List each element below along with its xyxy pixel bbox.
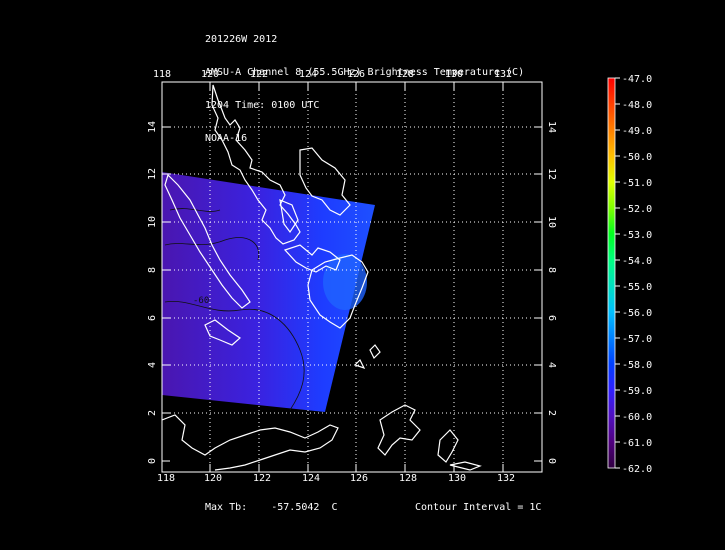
lat-tick-right: 14 — [546, 121, 557, 133]
lon-tick-bottom: 126 — [350, 473, 368, 484]
brightness-swath — [162, 172, 375, 412]
coastlines — [162, 84, 482, 471]
mindanao-coast — [307, 254, 369, 329]
contour-label: -60 — [193, 296, 209, 306]
lat-tick-left: 2 — [147, 410, 158, 416]
storm-id: 201226W 2012 — [205, 34, 278, 45]
lat-tick-left: 6 — [147, 315, 158, 321]
luzon-coast — [211, 84, 301, 245]
contour-line — [164, 237, 260, 261]
lon-tick-top: 126 — [347, 69, 365, 80]
colorbar: -47.0 -48.0 -49.0 -50.0 -51.0 -52.0 -53.0 -54.0… — [607, 74, 652, 475]
halmahera-coast — [437, 429, 459, 463]
colorbar-ramp — [607, 77, 616, 469]
lon-tick-top: 124 — [299, 69, 317, 80]
visayas-islands — [283, 244, 341, 273]
max-tb-readout: Max Tb: -57.5042 C — [205, 502, 338, 513]
lon-tick-top: 130 — [445, 69, 463, 80]
lon-tick-top: 122 — [250, 69, 268, 80]
colorbar-label: -53.0 — [622, 230, 652, 241]
visayas-islands — [279, 199, 299, 234]
lat-tick-right: 6 — [546, 315, 557, 321]
colorbar-label: -49.0 — [622, 126, 652, 137]
colorbar-label: -47.0 — [622, 74, 652, 85]
lat-lon-grid — [162, 82, 542, 472]
colorbar-label: -52.0 — [622, 204, 652, 215]
max-tb-label: Max Tb: — [205, 502, 248, 513]
lon-tick-bottom: 128 — [399, 473, 417, 484]
sulawesi-coast — [377, 404, 421, 456]
lat-tick-left: 4 — [147, 362, 158, 368]
product-title: AMSU-A Channel 8 (55.5GHz) Brightness Te… — [205, 67, 525, 78]
small-islands — [353, 344, 482, 471]
lat-tick-left: 14 — [147, 121, 158, 133]
lon-tick-bottom: 120 — [204, 473, 222, 484]
lat-tick-right: 10 — [546, 216, 557, 228]
contour-interval: Contour Interval = 1C — [415, 502, 542, 513]
lat-tick-left: 8 — [147, 267, 158, 273]
max-tb-unit: C — [331, 502, 338, 513]
borneo-coast — [162, 414, 339, 471]
lon-tick-top: 132 — [494, 69, 512, 80]
lon-tick-bottom: 118 — [157, 473, 175, 484]
lat-tick-right: 4 — [546, 362, 557, 368]
plot-frame — [161, 81, 543, 473]
colorbar-label: -50.0 — [622, 152, 652, 163]
contour-line — [164, 300, 305, 411]
samar-leyte-coast — [299, 147, 351, 216]
lat-tick-left: 10 — [147, 216, 158, 228]
warm-core — [323, 254, 367, 310]
observation-time: 1204 Time: 0100 UTC — [205, 100, 320, 111]
lat-tick-right: 12 — [546, 168, 557, 180]
colorbar-label: -54.0 — [622, 256, 652, 267]
contour-line — [169, 208, 221, 212]
lat-tick-left: 0 — [147, 458, 158, 464]
colorbar-label: -55.0 — [622, 282, 652, 293]
colorbar-label: -51.0 — [622, 178, 652, 189]
lon-tick-bottom: 124 — [302, 473, 320, 484]
lon-tick-bottom: 132 — [497, 473, 515, 484]
lon-tick-bottom: 130 — [448, 473, 466, 484]
palawan-coast — [164, 173, 251, 309]
colorbar-label: -48.0 — [622, 100, 652, 111]
satellite-name: NOAA-16 — [205, 133, 248, 144]
lon-tick-top: 120 — [201, 69, 219, 80]
lat-tick-right: 2 — [546, 410, 557, 416]
tick-marks — [161, 82, 542, 472]
max-tb-value: -57.5042 — [271, 502, 320, 513]
map-header: 201226W 2012 AMSU-A Channel 8 (55.5GHz) … — [205, 12, 524, 155]
sulu-islands — [204, 319, 241, 346]
colorbar-label: -56.0 — [622, 308, 652, 319]
colorbar-label: -61.0 — [622, 438, 652, 449]
colorbar-label: -57.0 — [622, 334, 652, 345]
colorbar-label: -58.0 — [622, 360, 652, 371]
lon-tick-top: 128 — [396, 69, 414, 80]
colorbar-label: -62.0 — [622, 464, 652, 475]
lon-tick-bottom: 122 — [253, 473, 271, 484]
colorbar-label: -60.0 — [622, 412, 652, 423]
lat-tick-left: 12 — [147, 168, 158, 180]
lat-tick-right: 0 — [546, 458, 557, 464]
lon-tick-top: 118 — [153, 69, 171, 80]
lat-tick-right: 8 — [546, 267, 557, 273]
colorbar-label: -59.0 — [622, 386, 652, 397]
